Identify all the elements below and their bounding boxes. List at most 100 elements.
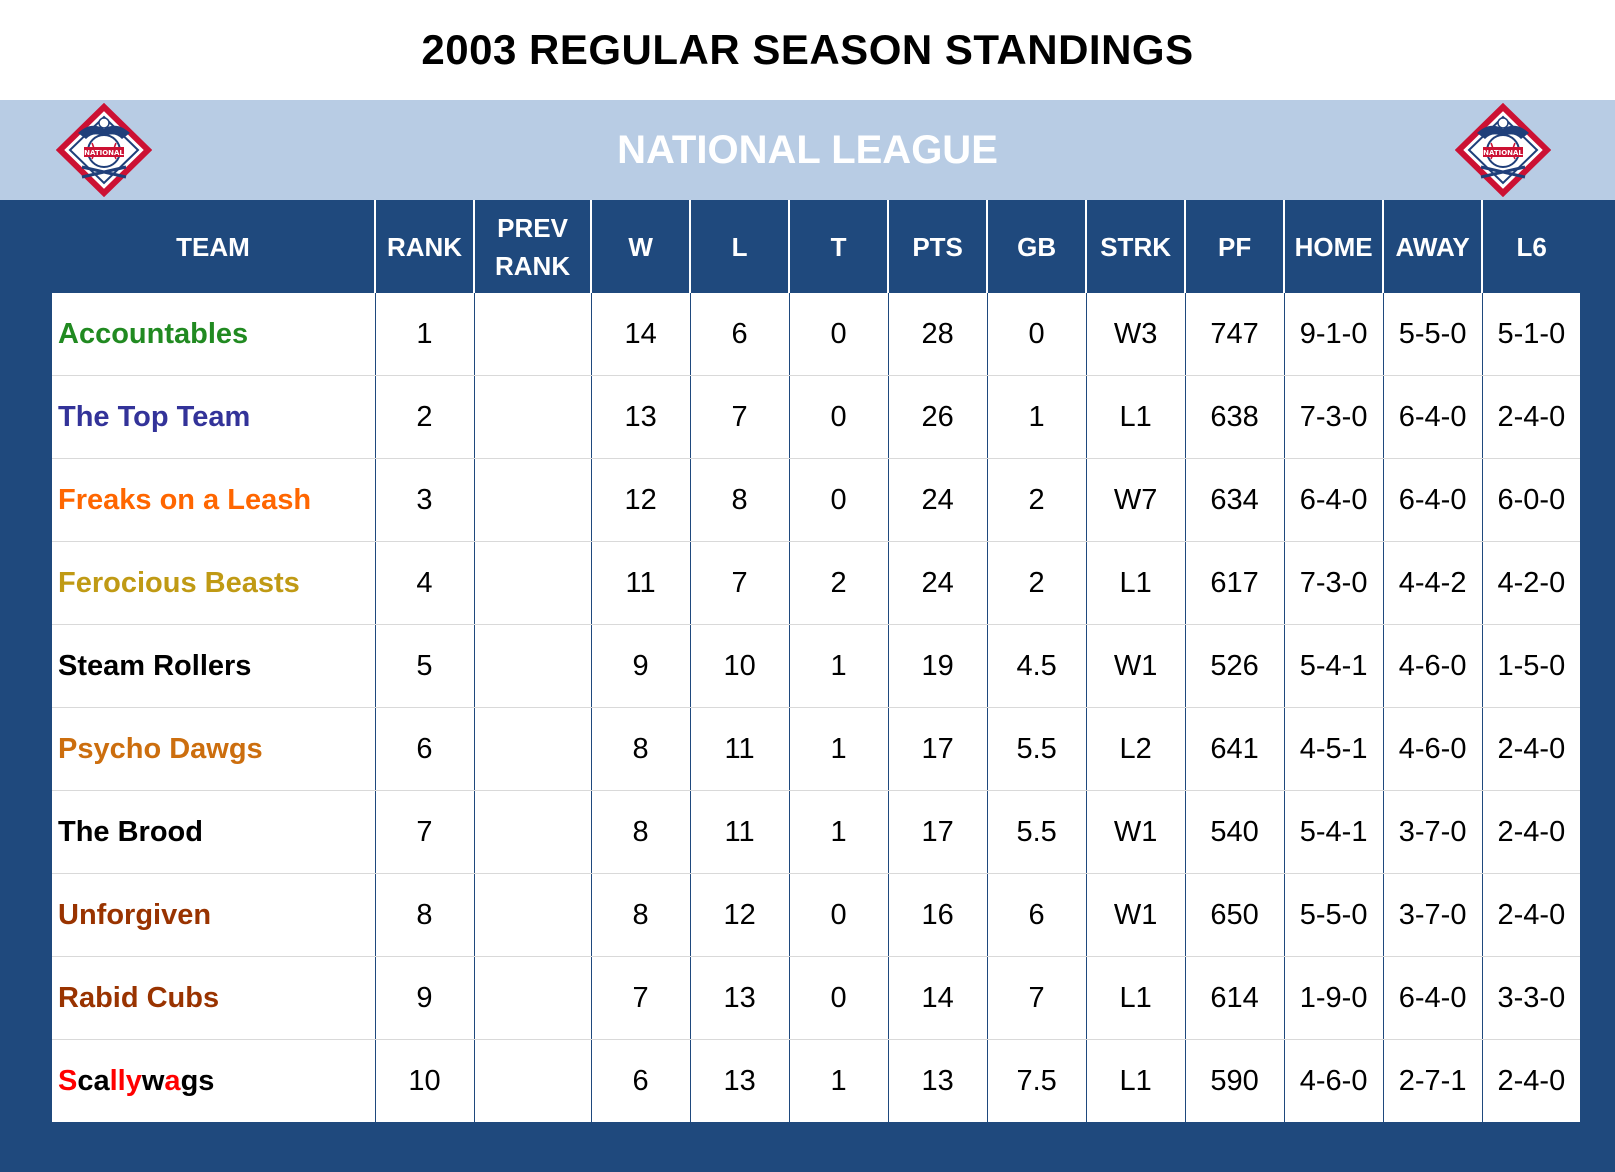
cell-prev-rank bbox=[474, 375, 592, 459]
cell-l: 13 bbox=[690, 956, 790, 1040]
cell-l6: 2-4-0 bbox=[1482, 1039, 1581, 1122]
cell-w: 9 bbox=[591, 624, 691, 708]
cell-t: 1 bbox=[789, 624, 889, 708]
cell-prev-rank bbox=[474, 624, 592, 708]
cell-strk: W1 bbox=[1086, 873, 1186, 957]
cell-gb: 7.5 bbox=[987, 1039, 1087, 1122]
cell-l: 10 bbox=[690, 624, 790, 708]
cell-pts: 26 bbox=[888, 375, 988, 459]
cell-home: 5-4-1 bbox=[1284, 790, 1384, 874]
cell-w: 13 bbox=[591, 375, 691, 459]
cell-t: 1 bbox=[789, 707, 889, 791]
team-name-cell: The Top Team bbox=[52, 375, 376, 459]
column-header-pts: PTS bbox=[888, 200, 989, 293]
column-header-l: L bbox=[690, 200, 791, 293]
cell-pts: 16 bbox=[888, 873, 988, 957]
cell-prev-rank bbox=[474, 956, 592, 1040]
cell-pts: 28 bbox=[888, 293, 988, 376]
cell-l: 11 bbox=[690, 790, 790, 874]
cell-strk: L1 bbox=[1086, 375, 1186, 459]
cell-prev-rank bbox=[474, 293, 592, 376]
table-row: Freaks on a Leash 3 12 8 0 24 2 W7 634 6-4-0 6-4-0… bbox=[52, 458, 1581, 542]
cell-away: 3-7-0 bbox=[1383, 790, 1483, 874]
team-name-segment: w bbox=[141, 1064, 165, 1097]
cell-rank: 2 bbox=[375, 375, 475, 459]
cell-l6: 2-4-0 bbox=[1482, 375, 1581, 459]
cell-pts: 17 bbox=[888, 790, 988, 874]
cell-rank: 6 bbox=[375, 707, 475, 791]
table-row: The Top Team 2 13 7 0 26 1 L1 638 7-3-0 6-4-0 2-4-0 bbox=[52, 375, 1581, 459]
cell-l: 7 bbox=[690, 541, 790, 625]
cell-away: 3-7-0 bbox=[1383, 873, 1483, 957]
cell-home: 7-3-0 bbox=[1284, 541, 1384, 625]
cell-t: 0 bbox=[789, 873, 889, 957]
team-name-cell: Ferocious Beasts bbox=[52, 541, 376, 625]
team-name-segment: S bbox=[58, 1064, 78, 1097]
cell-home: 5-5-0 bbox=[1284, 873, 1384, 957]
cell-pts: 19 bbox=[888, 624, 988, 708]
cell-pf: 634 bbox=[1185, 458, 1285, 542]
svg-text:NATIONAL: NATIONAL bbox=[1483, 149, 1523, 157]
cell-home: 7-3-0 bbox=[1284, 375, 1384, 459]
cell-l6: 2-4-0 bbox=[1482, 707, 1581, 791]
cell-strk: W1 bbox=[1086, 790, 1186, 874]
cell-pf: 590 bbox=[1185, 1039, 1285, 1122]
column-header-w: W bbox=[591, 200, 692, 293]
cell-w: 7 bbox=[591, 956, 691, 1040]
cell-pf: 747 bbox=[1185, 293, 1285, 376]
cell-strk: L1 bbox=[1086, 541, 1186, 625]
cell-t: 0 bbox=[789, 956, 889, 1040]
team-name-segment: s bbox=[198, 1064, 215, 1097]
standings-panel: TEAM RANK PREV RANK W L T PTS GB STRK PF HOME AWAY L… bbox=[0, 200, 1615, 1172]
cell-l6: 5-1-0 bbox=[1482, 293, 1581, 376]
cell-gb: 0 bbox=[987, 293, 1087, 376]
team-name-cell: Scallywags bbox=[52, 1039, 376, 1122]
cell-home: 9-1-0 bbox=[1284, 293, 1384, 376]
column-header-l6: L6 bbox=[1516, 231, 1547, 262]
cell-gb: 1 bbox=[987, 375, 1087, 459]
cell-home: 5-4-1 bbox=[1284, 624, 1384, 708]
cell-strk: L1 bbox=[1086, 1039, 1186, 1122]
cell-pts: 17 bbox=[888, 707, 988, 791]
cell-l6: 1-5-0 bbox=[1482, 624, 1581, 708]
cell-pf: 650 bbox=[1185, 873, 1285, 957]
column-header-gb: GB bbox=[987, 200, 1088, 293]
cell-pf: 641 bbox=[1185, 707, 1285, 791]
cell-gb: 5.5 bbox=[987, 707, 1087, 791]
national-league-logo-icon: NATIONAL bbox=[56, 103, 152, 197]
league-bar: NATIONAL LEAGUE bbox=[0, 100, 1615, 200]
cell-pf: 638 bbox=[1185, 375, 1285, 459]
cell-rank: 3 bbox=[375, 458, 475, 542]
team-name-segment: a bbox=[164, 1064, 181, 1097]
cell-strk: W7 bbox=[1086, 458, 1186, 542]
cell-l: 13 bbox=[690, 1039, 790, 1122]
page-title: 2003 REGULAR SEASON STANDINGS bbox=[421, 26, 1194, 73]
table-row: Ferocious Beasts 4 11 7 2 24 2 L1 617 7-3-0 4-4-2 4… bbox=[52, 541, 1581, 625]
team-name-cell: Rabid Cubs bbox=[52, 956, 376, 1040]
title-bar: 2003 REGULAR SEASON STANDINGS bbox=[0, 0, 1615, 100]
cell-t: 1 bbox=[789, 1039, 889, 1122]
team-name-cell: The Brood bbox=[52, 790, 376, 874]
cell-strk: L1 bbox=[1086, 956, 1186, 1040]
cell-w: 8 bbox=[591, 790, 691, 874]
cell-rank: 1 bbox=[375, 293, 475, 376]
cell-prev-rank bbox=[474, 707, 592, 791]
cell-away: 5-5-0 bbox=[1383, 293, 1483, 376]
column-header-away: AWAY bbox=[1383, 200, 1484, 293]
cell-gb: 4.5 bbox=[987, 624, 1087, 708]
cell-home: 1-9-0 bbox=[1284, 956, 1384, 1040]
table-row: Scallywags 10 6 13 1 13 7.5 L1 590 4-6-0 2-7-1 2-4-… bbox=[52, 1039, 1581, 1122]
cell-strk: L2 bbox=[1086, 707, 1186, 791]
cell-prev-rank bbox=[474, 873, 592, 957]
column-header-rank: RANK bbox=[375, 200, 475, 293]
team-name-cell: Freaks on a Leash bbox=[52, 458, 376, 542]
cell-t: 1 bbox=[789, 790, 889, 874]
cell-w: 12 bbox=[591, 458, 691, 542]
cell-away: 4-6-0 bbox=[1383, 707, 1483, 791]
column-header-t: T bbox=[789, 200, 890, 293]
league-name: NATIONAL LEAGUE bbox=[617, 127, 998, 172]
column-header-pf: PF bbox=[1185, 200, 1286, 293]
cell-pf: 617 bbox=[1185, 541, 1285, 625]
column-header-strk: STRK bbox=[1086, 200, 1187, 293]
cell-pf: 540 bbox=[1185, 790, 1285, 874]
